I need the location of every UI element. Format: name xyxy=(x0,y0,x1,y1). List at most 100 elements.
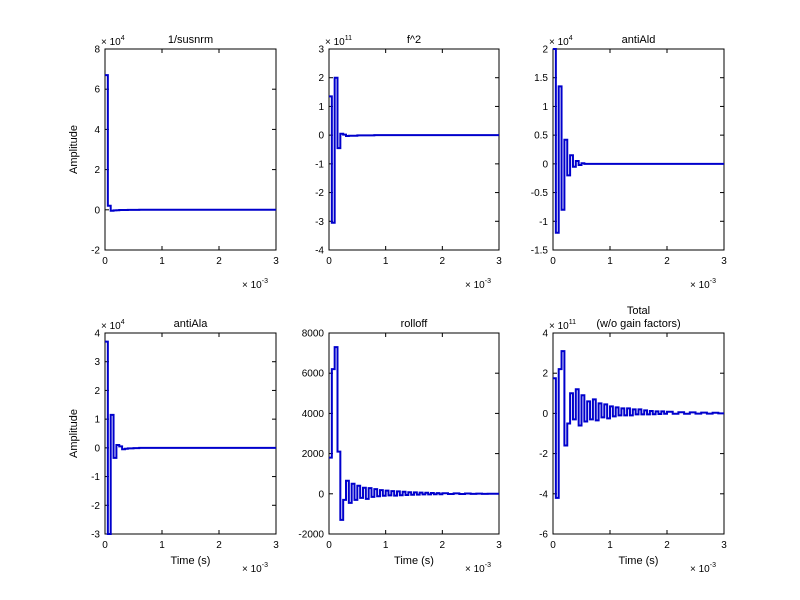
y-tick-label: 1.5 xyxy=(534,73,548,84)
subplot-4: 0 1 2 3 -3 -2 -1 0 1 2 3 4 × 10-3 × 104 antiAla Time (s… xyxy=(68,318,279,575)
y-tick-label: 1 xyxy=(318,102,324,113)
y-tick-label: 2 xyxy=(318,73,324,84)
axes-frame xyxy=(328,48,500,251)
x-exponent-label: × 10-3 xyxy=(690,562,716,575)
series-line xyxy=(105,74,276,212)
x-tick-label: 3 xyxy=(721,256,727,267)
axes-frame xyxy=(328,332,500,535)
y-tick-label: 1 xyxy=(94,415,100,426)
y-tick-label: 6000 xyxy=(302,369,325,380)
y-tick-label: 0 xyxy=(542,159,548,170)
x-exponent-label: × 10-3 xyxy=(465,562,491,575)
x-tick-label: 0 xyxy=(326,256,332,267)
series-line xyxy=(329,346,499,521)
x-tick-label: 1 xyxy=(159,256,165,267)
y-tick-label: 2000 xyxy=(302,449,325,460)
x-tick-label: 2 xyxy=(216,540,222,551)
x-tick-label: 3 xyxy=(273,540,279,551)
axes-frame xyxy=(552,48,725,251)
y-exponent-label: × 104 xyxy=(101,35,125,48)
y-tick-label: 0 xyxy=(542,409,548,420)
y-tick-label: 3 xyxy=(318,45,324,56)
x-tick-label: 1 xyxy=(607,256,613,267)
y-tick-label: -3 xyxy=(91,530,100,541)
x-tick-label: 2 xyxy=(664,540,670,551)
y-tick-label: 2 xyxy=(94,386,100,397)
subplot-title: antiAld xyxy=(622,34,656,46)
series-line xyxy=(553,350,724,499)
y-tick-label: -1 xyxy=(91,472,100,483)
y-tick-label: -2000 xyxy=(298,530,324,541)
y-tick-label: 6 xyxy=(94,85,100,96)
subplot-2: 0 1 2 3 -4 -3 -2 -1 0 1 2 3 × 10-3 × 1011 f^2 xyxy=(315,34,502,291)
subplot-title: (w/o gain factors) xyxy=(596,318,680,330)
x-tick-label: 1 xyxy=(383,540,389,551)
y-exponent-label: × 1011 xyxy=(549,319,576,332)
x-tick-label: 3 xyxy=(721,540,727,551)
y-tick-label: 4 xyxy=(94,125,100,136)
y-tick-label: 1 xyxy=(542,102,548,113)
y-tick-label: -3 xyxy=(315,217,324,228)
y-tick-label: 0 xyxy=(94,443,100,454)
axes-frame xyxy=(104,332,277,535)
y-tick-label: -1.5 xyxy=(531,246,549,257)
y-tick-label: 0 xyxy=(318,131,324,142)
y-tick-label: 8000 xyxy=(302,329,325,340)
y-tick-label: -2 xyxy=(315,188,324,199)
x-axis-label: Time (s) xyxy=(619,555,659,567)
x-tick-label: 0 xyxy=(550,540,556,551)
x-tick-label: 1 xyxy=(383,256,389,267)
y-tick-label: 2 xyxy=(542,369,548,380)
x-tick-label: 2 xyxy=(216,256,222,267)
x-tick-label: 1 xyxy=(607,540,613,551)
x-exponent-label: × 10-3 xyxy=(690,278,716,291)
y-exponent-label: × 1011 xyxy=(325,35,352,48)
x-exponent-label: × 10-3 xyxy=(242,278,268,291)
x-exponent-label: × 10-3 xyxy=(465,278,491,291)
x-tick-label: 3 xyxy=(496,256,502,267)
y-tick-label: -1 xyxy=(315,159,324,170)
x-axis-label: Time (s) xyxy=(171,555,211,567)
x-tick-label: 2 xyxy=(440,540,446,551)
subplot-title: antiAla xyxy=(174,318,209,330)
y-axis-label: Amplitude xyxy=(68,125,80,174)
subplot-title: 1/susnrm xyxy=(168,34,213,46)
y-tick-label: 3 xyxy=(94,357,100,368)
y-axis-label: Amplitude xyxy=(68,409,80,458)
x-tick-label: 0 xyxy=(102,256,108,267)
y-exponent-label: × 104 xyxy=(101,319,125,332)
x-tick-label: 2 xyxy=(664,256,670,267)
series-line xyxy=(329,76,499,224)
y-tick-label: 4 xyxy=(94,329,100,340)
subplot-3: 0 1 2 3 -1.5 -1 -0.5 0 0.5 1 1.5 2 × 10-3 × 104 antiAl… xyxy=(531,34,727,291)
y-tick-label: 2 xyxy=(542,45,548,56)
y-tick-label: -4 xyxy=(315,246,324,257)
x-tick-label: 0 xyxy=(102,540,108,551)
subplot-title: rolloff xyxy=(401,318,429,330)
series-line xyxy=(553,48,724,234)
axes-frame xyxy=(552,332,725,535)
y-tick-label: -0.5 xyxy=(531,188,549,199)
y-tick-label: 0.5 xyxy=(534,131,548,142)
y-tick-label: 0 xyxy=(94,205,100,216)
x-tick-label: 2 xyxy=(440,256,446,267)
y-tick-label: 2 xyxy=(94,165,100,176)
y-tick-label: -6 xyxy=(539,530,548,541)
y-exponent-label: × 104 xyxy=(549,35,573,48)
x-tick-label: 0 xyxy=(326,540,332,551)
y-tick-label: 4 xyxy=(542,329,548,340)
subplot-title: Total xyxy=(627,305,650,317)
x-axis-label: Time (s) xyxy=(394,555,434,567)
y-tick-label: 4000 xyxy=(302,409,325,420)
subplot-title: f^2 xyxy=(407,34,421,46)
y-tick-label: -2 xyxy=(539,449,548,460)
series-line xyxy=(105,340,276,535)
y-tick-label: 0 xyxy=(318,489,324,500)
y-tick-label: -2 xyxy=(91,501,100,512)
x-tick-label: 0 xyxy=(550,256,556,267)
x-tick-label: 3 xyxy=(496,540,502,551)
y-tick-label: 8 xyxy=(94,45,100,56)
